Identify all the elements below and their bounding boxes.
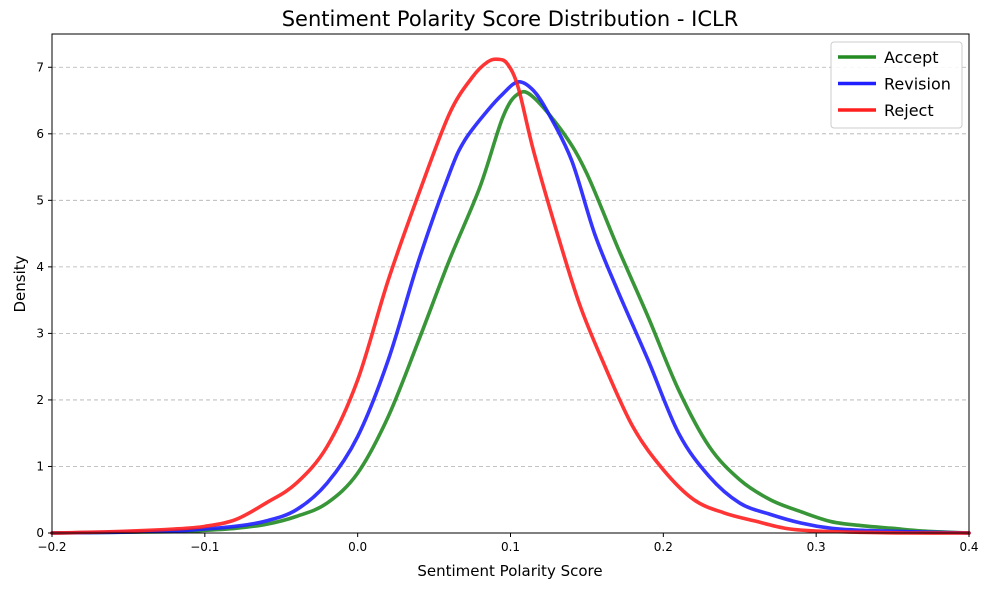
axis-ticks: −0.2 −0.1 0.0 0.1 0.2 0.3 0.4 0 1 2 3 4 5 6 7 [36, 60, 978, 554]
x-tick-label: −0.1 [190, 540, 219, 554]
legend-box [830, 41, 963, 129]
y-tick-label: 4 [36, 260, 44, 274]
x-tick-label: 0.4 [959, 540, 978, 554]
y-tick-label: 3 [36, 326, 44, 340]
y-tick-label: 5 [36, 193, 44, 207]
series-lines [50, 57, 971, 535]
grid [52, 66, 969, 467]
chart-title: Sentiment Polarity Score Distribution - … [282, 7, 739, 31]
x-tick-label: −0.2 [37, 540, 66, 554]
x-tick-label: 0.3 [807, 540, 826, 554]
x-axis-label: Sentiment Polarity Score [417, 562, 602, 580]
y-tick-label: 7 [36, 60, 44, 74]
legend: Accept Revision Reject [830, 41, 963, 129]
x-tick-label: 0.1 [501, 540, 520, 554]
y-axis-label: Density [11, 255, 29, 312]
legend-label-revision: Revision [884, 75, 951, 94]
y-tick-label: 2 [36, 393, 44, 407]
y-tick-label: 0 [36, 526, 44, 540]
y-tick-label: 1 [36, 459, 44, 473]
series-line-reject [50, 57, 971, 535]
x-tick-label: 0.2 [654, 540, 673, 554]
legend-label-reject: Reject [884, 101, 934, 120]
x-tick-label: 0.0 [348, 540, 367, 554]
legend-label-accept: Accept [884, 48, 939, 67]
y-tick-label: 6 [36, 127, 44, 141]
series-line-accept [50, 89, 971, 535]
